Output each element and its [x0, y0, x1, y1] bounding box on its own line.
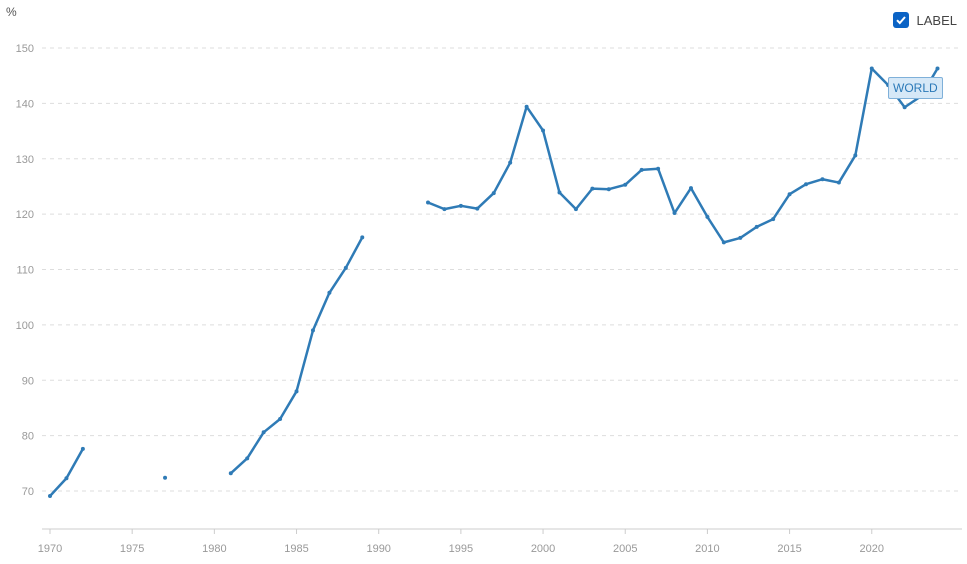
data-point [656, 166, 661, 171]
y-tick-label: 90 [22, 375, 34, 387]
series-line-segment [229, 236, 364, 475]
y-tick-label: 70 [22, 486, 34, 498]
y-tick-label: 140 [16, 98, 34, 110]
legend-label-toggle[interactable]: LABEL [892, 12, 957, 28]
data-point [820, 177, 825, 182]
data-point [606, 187, 611, 192]
data-point [557, 190, 562, 195]
data-point [672, 211, 677, 216]
data-point [310, 328, 315, 333]
data-point [442, 207, 447, 212]
x-tick-label: 2000 [531, 543, 555, 555]
x-tick-label: 2015 [777, 543, 801, 555]
y-tick-label: 100 [16, 320, 34, 332]
data-point [228, 471, 233, 476]
x-tick-label: 2010 [695, 543, 719, 555]
data-point [458, 203, 463, 208]
y-tick-label: 110 [16, 265, 34, 277]
y-unit-label: % [6, 5, 17, 19]
data-point [590, 186, 595, 191]
data-point [771, 217, 776, 222]
data-point [902, 105, 907, 110]
data-point [935, 66, 940, 71]
data-point [245, 456, 250, 461]
y-tick-label: 120 [16, 209, 34, 221]
data-point [738, 235, 743, 240]
x-axis-ticks: 1970 1975 1980 1985 1990 1995 2000 2005 2010 2015… [38, 529, 884, 555]
series-world [48, 67, 939, 498]
data-point [48, 493, 52, 498]
data-point [639, 167, 644, 172]
y-axis-ticks: 70 80 90 100 110 120 130 140 150 [16, 43, 34, 498]
data-point [623, 182, 628, 187]
data-point [836, 180, 841, 185]
data-point [294, 389, 299, 394]
data-point [541, 128, 546, 133]
data-point [721, 240, 726, 245]
data-point [343, 265, 348, 270]
data-point [475, 206, 480, 211]
x-tick-label: 2020 [860, 543, 884, 555]
data-point [80, 446, 85, 451]
series-line-segment [426, 67, 939, 244]
data-point [261, 430, 266, 435]
data-points [48, 66, 940, 498]
x-tick-label: 2005 [613, 543, 637, 555]
data-point [163, 475, 168, 480]
x-tick-label: 1985 [284, 543, 308, 555]
data-point [853, 153, 858, 158]
data-point [573, 207, 578, 212]
series-label-world: WORLD [888, 77, 943, 99]
legend-label-text: LABEL [916, 12, 957, 28]
data-point [426, 200, 431, 205]
data-point [64, 476, 69, 481]
gridlines [42, 47, 962, 530]
y-tick-label: 80 [22, 431, 34, 443]
data-point [869, 66, 874, 71]
data-point [804, 182, 809, 187]
x-tick-label: 1990 [366, 543, 390, 555]
y-tick-label: 150 [16, 43, 34, 55]
data-point [491, 191, 496, 196]
data-point [360, 235, 365, 240]
series-line-segment [48, 447, 85, 498]
x-tick-label: 1975 [120, 543, 144, 555]
data-point [787, 192, 792, 197]
y-tick-label: 130 [16, 154, 34, 166]
data-point [278, 417, 283, 422]
x-tick-label: 1980 [202, 543, 226, 555]
data-point [688, 186, 693, 191]
data-point [754, 224, 759, 229]
data-point [524, 104, 529, 109]
data-point [705, 214, 710, 219]
x-tick-label: 1970 [38, 543, 62, 555]
checkbox-checked-icon[interactable] [892, 12, 909, 28]
x-tick-label: 1995 [449, 543, 473, 555]
data-point [327, 290, 332, 295]
data-point [508, 160, 513, 165]
